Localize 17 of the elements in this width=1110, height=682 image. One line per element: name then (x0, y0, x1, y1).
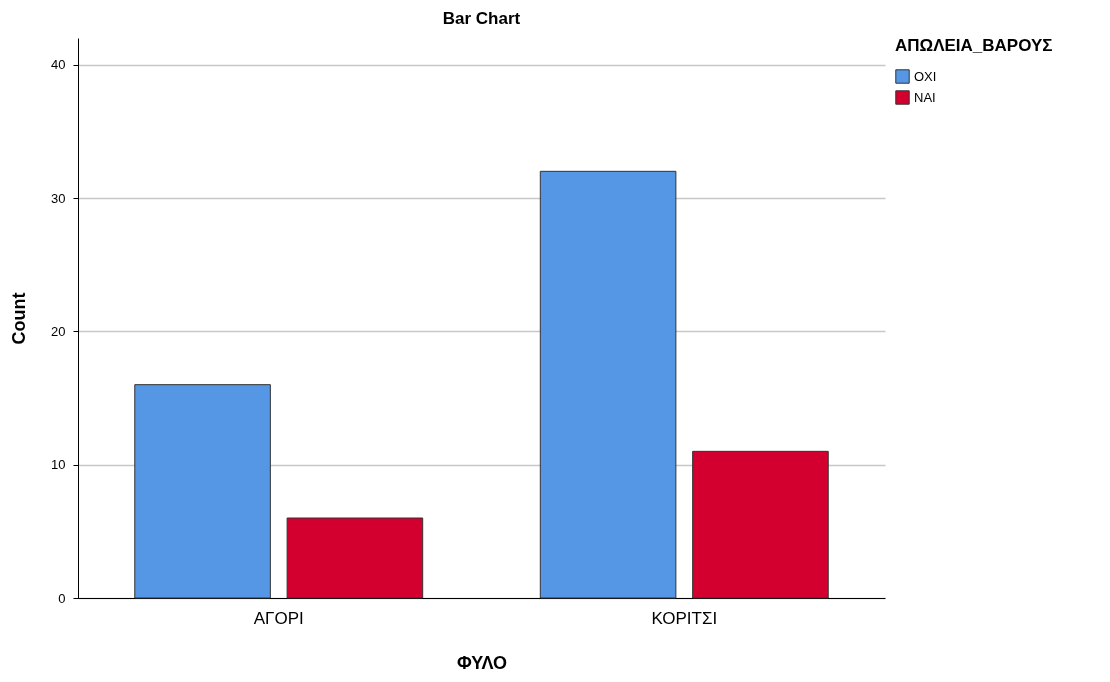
y-tick-label: 40 (51, 57, 66, 73)
bar (539, 170, 677, 599)
x-tick-label: ΚΟΡΙΤΣΙ (651, 608, 718, 628)
chart-title: Bar Chart (442, 9, 521, 28)
legend-title: ΑΠΩΛΕΙΑ_ΒΑΡΟΥΣ (895, 36, 1053, 55)
x-tick-label: ΑΓΟΡΙ (253, 608, 304, 628)
bar (134, 384, 271, 599)
bar (286, 517, 424, 599)
legend-label: ΟΧΙ (914, 68, 937, 84)
bar (692, 450, 829, 599)
y-tick-label: 20 (51, 323, 66, 339)
y-tick-label: 30 (51, 190, 66, 206)
y-axis-title: Count (9, 292, 30, 345)
legend-label: ΝΑΙ (914, 89, 936, 105)
x-axis-title: ΦΥΛΟ (456, 652, 508, 673)
y-tick-label: 10 (51, 457, 66, 473)
y-tick-label: 0 (58, 590, 66, 606)
